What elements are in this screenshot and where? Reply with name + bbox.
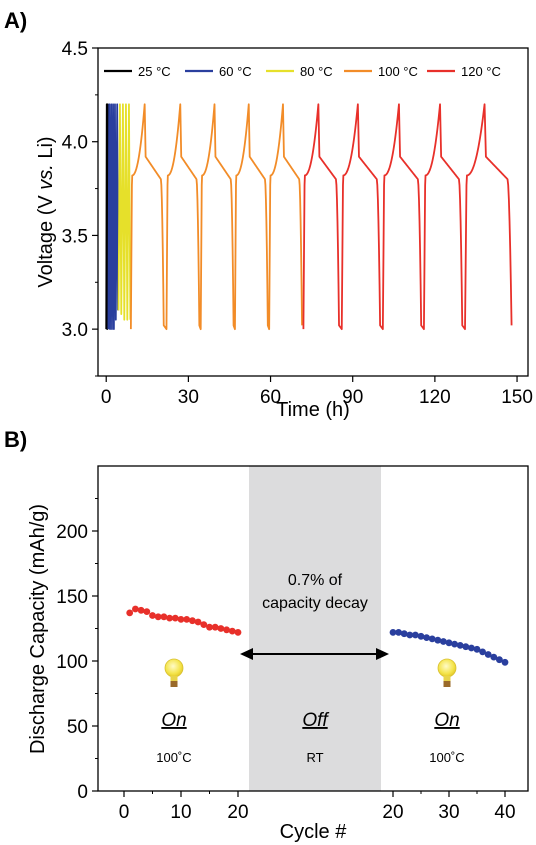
data-point-on2: [456, 642, 464, 649]
y-tick-label-b: 100: [56, 652, 88, 673]
data-point-on1: [183, 616, 191, 623]
x-axis-title-b: Cycle #: [280, 821, 348, 843]
data-point-on1: [228, 627, 236, 635]
data-point-on1: [234, 629, 242, 636]
legend-label: 120 °C: [461, 64, 501, 79]
legend-label: 60 °C: [219, 64, 252, 79]
data-point-on2: [423, 634, 430, 641]
data-point-on1: [206, 623, 213, 631]
data-point-on2: [428, 635, 436, 643]
data-point-on1: [132, 605, 139, 613]
data-point-on1: [223, 626, 231, 634]
series-line-4: [129, 103, 303, 331]
legend-a: 25 °C 60 °C 80 °C 100 °C 120 °C: [104, 64, 501, 79]
data-point-on2: [395, 629, 402, 636]
data-point-on2: [440, 638, 447, 645]
state-label-off: Off: [302, 710, 329, 731]
panel-b-label: B): [4, 427, 27, 452]
x-tick-label-a: 90: [342, 387, 363, 408]
data-point-on2: [445, 639, 453, 647]
temp-label-2: 100˚C: [429, 750, 464, 765]
x-tick-label-b: 40: [494, 802, 515, 823]
data-point-on1: [154, 613, 162, 621]
series-line-3: [117, 103, 132, 321]
state-label-on-1: On: [161, 710, 186, 731]
series-line-5: [302, 103, 513, 331]
data-point-on2: [406, 631, 414, 639]
data-point-on1: [149, 612, 156, 619]
x-tick-label-a: 30: [178, 387, 199, 408]
data-point-on1: [177, 616, 185, 623]
data-point-on1: [194, 618, 202, 626]
temp-label-1: 100˚C: [156, 750, 191, 765]
x-tick-label-b: 0: [119, 802, 130, 823]
capacity-chart: 0 10 20 20 30 40 0 50 100 150 200 0.7% of capacity…: [27, 465, 529, 843]
series-line-1: [105, 103, 110, 331]
decay-annotation-line2: capacity decay: [262, 595, 368, 612]
y-tick-label-b: 50: [67, 717, 88, 738]
data-point-on2: [468, 644, 475, 652]
x-tick-label-a: 150: [501, 387, 533, 408]
y-tick-label-a: 4.0: [62, 133, 88, 154]
state-label-on-2: On: [434, 710, 459, 731]
data-point-on2: [389, 629, 397, 636]
lightbulb-icon: [437, 658, 457, 687]
data-point-on2: [462, 643, 470, 651]
data-point-on1: [200, 621, 208, 628]
series-line-2: [107, 103, 119, 331]
data-point-on2: [412, 631, 419, 639]
data-point-on1: [166, 614, 174, 622]
decay-arrow-left-head: [240, 648, 253, 660]
data-point-on1: [160, 613, 168, 621]
data-point-on2: [400, 630, 408, 638]
y-axis-title-b: Discharge Capacity (mAh/g): [27, 504, 49, 754]
data-point-on2: [434, 636, 442, 644]
data-point-on2: [451, 640, 458, 648]
data-point-on1: [171, 614, 179, 622]
data-point-on2: [479, 648, 486, 656]
y-tick-label-b: 0: [77, 782, 88, 803]
data-point-on2: [473, 645, 481, 653]
legend-label: 80 °C: [300, 64, 333, 79]
data-point-on2: [501, 658, 509, 666]
y-tick-label-a: 3.0: [62, 320, 88, 341]
voltage-chart: 0 30 60 90 120 150 3.0 3.5 4.0 4.5 25 °C 60 °C 80 °…: [35, 39, 533, 421]
x-tick-label-b: 20: [227, 802, 248, 823]
decay-annotation-line1: 0.7% of: [288, 572, 343, 589]
y-tick-label-b: 150: [56, 587, 88, 608]
x-tick-label-a: 60: [260, 387, 281, 408]
x-tick-label-b: 10: [170, 802, 191, 823]
x-tick-label-a: 120: [419, 387, 451, 408]
x-tick-label-a: 0: [101, 387, 112, 408]
x-tick-label-b: 20: [382, 802, 403, 823]
data-point-on1: [211, 623, 219, 631]
off-period-shade: [249, 466, 381, 791]
data-point-on1: [217, 625, 225, 632]
x-tick-label-b: 30: [438, 802, 459, 823]
y-axis-title-a: Voltage (V vs. Li): [35, 136, 57, 287]
y-tick-label-a: 3.5: [62, 226, 88, 247]
legend-label: 100 °C: [378, 64, 418, 79]
panel-a-label: A): [4, 8, 27, 33]
data-point-on1: [126, 609, 134, 617]
x-axis-title-a: Time (h): [276, 399, 350, 421]
data-point-on2: [417, 632, 425, 640]
data-point-on2: [496, 656, 503, 664]
legend-label: 25 °C: [138, 64, 171, 79]
y-tick-label-b: 200: [56, 522, 88, 543]
data-point-on1: [189, 617, 196, 625]
data-point-on2: [490, 653, 498, 661]
data-point-on1: [143, 608, 151, 615]
data-point-on2: [484, 651, 492, 658]
decay-arrow-right-head: [376, 648, 389, 660]
plot-frame-a: [97, 47, 529, 377]
y-tick-label-a: 4.5: [62, 39, 88, 60]
lightbulb-icon: [164, 658, 184, 687]
temp-label-off: RT: [306, 750, 323, 765]
data-point-on1: [137, 606, 145, 614]
